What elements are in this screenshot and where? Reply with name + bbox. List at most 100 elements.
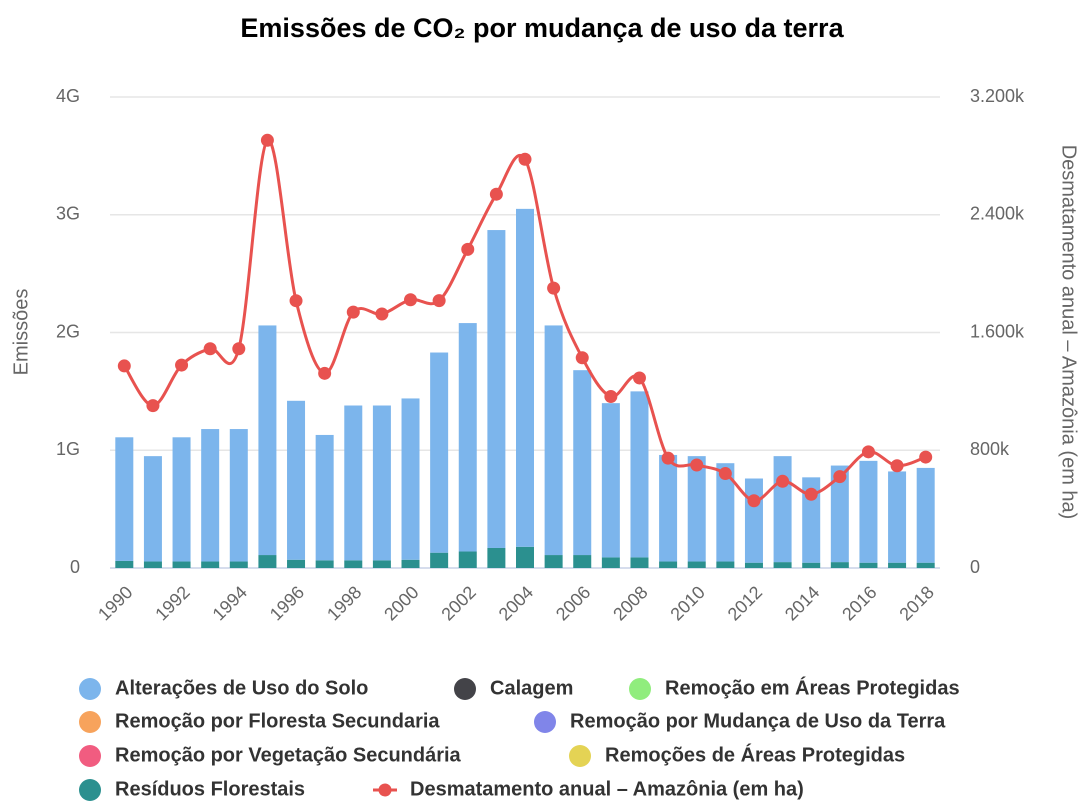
y2-tick-label: 1.600k (970, 321, 1025, 341)
bar (258, 325, 277, 556)
bar (773, 456, 792, 563)
x-tick-label: 1990 (94, 582, 136, 624)
x-tick-label: 1996 (266, 582, 308, 624)
y-tick-label: 4G (56, 86, 80, 106)
bar (859, 562, 878, 568)
bar (544, 325, 563, 556)
bar (115, 560, 134, 568)
bar (401, 398, 420, 560)
bar (716, 463, 735, 562)
bar (430, 552, 449, 568)
bar (458, 323, 477, 552)
bar (744, 562, 763, 568)
line-marker (375, 307, 389, 321)
bar (888, 471, 907, 563)
bar (430, 352, 449, 553)
bar (287, 400, 306, 560)
line-marker (890, 459, 904, 473)
legend-marker (629, 678, 651, 700)
line-marker (117, 359, 131, 373)
bar (630, 557, 649, 568)
legend-marker (569, 745, 591, 767)
bar (802, 562, 821, 568)
bar (544, 555, 563, 568)
line-marker (318, 366, 332, 380)
bar (372, 405, 391, 561)
legend-label: Alterações de Uso do Solo (115, 677, 368, 699)
bar (516, 546, 534, 568)
line-marker (489, 187, 503, 201)
bar (458, 551, 477, 568)
bar (143, 456, 162, 562)
line-marker (260, 133, 274, 147)
line-marker (919, 450, 933, 464)
x-tick-label: 2006 (552, 582, 594, 624)
legend-label: Desmatamento anual – Amazônia (em ha) (410, 778, 804, 800)
bar (744, 478, 763, 563)
bar (143, 561, 162, 568)
bar (201, 561, 220, 568)
bar (315, 434, 334, 561)
bar (372, 560, 391, 568)
legend-label: Resíduos Florestais (115, 778, 305, 800)
bar (830, 562, 849, 568)
y-tick-label: 2G (56, 321, 80, 341)
bar (201, 429, 220, 562)
y2-tick-label: 2.400k (970, 204, 1025, 224)
x-tick-label: 2004 (495, 582, 537, 624)
bar (487, 547, 506, 568)
bar (888, 562, 907, 568)
legend-marker (79, 711, 101, 733)
bar (344, 405, 363, 561)
line-marker (776, 474, 790, 488)
y-tick-label: 3G (56, 204, 80, 224)
y2-tick-label: 800k (970, 439, 1010, 459)
legend-marker (79, 678, 101, 700)
bar (229, 561, 248, 568)
y2-tick-label: 0 (970, 557, 980, 577)
x-tick-label: 2016 (838, 582, 880, 624)
line-marker (289, 294, 303, 308)
line-marker (518, 152, 532, 166)
line-marker (575, 351, 589, 365)
x-tick-label: 2012 (724, 582, 766, 624)
line-marker (718, 467, 732, 481)
bar (773, 562, 792, 568)
x-tick-label: 2000 (380, 582, 422, 624)
bar (687, 456, 706, 562)
bar (115, 437, 134, 561)
legend-label: Remoção em Áreas Protegidas (665, 676, 960, 699)
x-tick-label: 2018 (895, 582, 937, 624)
x-tick-label: 2008 (609, 582, 651, 624)
bar (916, 467, 935, 563)
line-marker (404, 293, 418, 307)
bar (659, 454, 678, 562)
y-tick-label: 1G (56, 439, 80, 459)
legend-marker (378, 783, 392, 797)
legend-label: Remoções de Áreas Protegidas (605, 743, 905, 766)
legend-marker (454, 678, 476, 700)
legend-marker (79, 745, 101, 767)
line-marker (461, 242, 475, 256)
legend-label: Remoção por Mudança de Uso da Terra (570, 710, 946, 732)
line-marker (346, 305, 360, 319)
line-marker (232, 342, 246, 356)
legend-marker (534, 711, 556, 733)
bar (487, 230, 506, 548)
line-marker (604, 390, 618, 404)
chart-title: Emissões de CO₂ por mudança de uso da te… (240, 13, 844, 43)
line-marker (175, 358, 189, 372)
line-marker (203, 342, 217, 356)
bar (630, 391, 649, 558)
bar (716, 561, 735, 568)
x-tick-label: 2002 (437, 582, 479, 624)
bar (573, 370, 592, 556)
line-marker (747, 494, 761, 508)
line-marker (547, 281, 561, 295)
x-tick-label: 1994 (209, 582, 251, 624)
line-marker (432, 294, 446, 308)
line-marker (833, 470, 847, 484)
bar (573, 555, 592, 568)
line-marker (861, 445, 875, 459)
